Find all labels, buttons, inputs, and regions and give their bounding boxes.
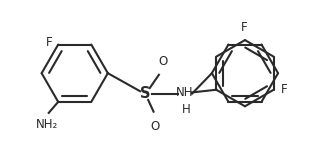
Text: F: F	[46, 36, 52, 49]
Text: S: S	[141, 86, 151, 101]
Text: F: F	[281, 83, 287, 96]
Text: NH₂: NH₂	[36, 118, 58, 131]
Text: F: F	[241, 21, 248, 34]
Text: NH: NH	[176, 86, 194, 99]
Text: O: O	[151, 120, 160, 133]
Text: O: O	[158, 55, 168, 68]
Text: H: H	[182, 103, 191, 115]
